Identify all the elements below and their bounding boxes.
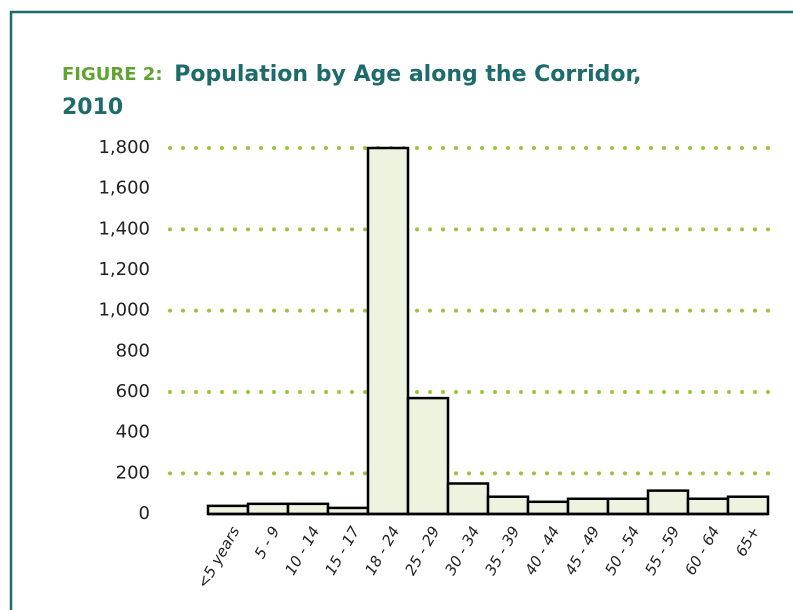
y-tick-label: 1,600 [98,178,150,199]
y-tick-label: 400 [116,422,150,443]
x-tick-label: 10 - 14 [281,523,323,578]
x-tick-label: <5 years [194,523,244,591]
x-tick-label: 25 - 29 [401,523,443,578]
bar [246,502,290,516]
bar [486,495,530,516]
y-tick-label: 1,800 [98,137,150,158]
bar [526,500,570,516]
bar [726,495,770,516]
frame [9,10,793,610]
chart-title: FIGURE 2: Population by Age along the Co… [62,62,642,87]
y-tick-label: 1,200 [98,259,150,280]
y-tick-label: 0 [139,503,150,524]
y-tick-label: 1,000 [98,300,150,321]
x-tick-label: 60 - 64 [681,523,723,578]
x-tick-label: 40 - 44 [521,523,563,578]
x-tick-label: 5 - 9 [251,523,284,561]
x-tick-label: 45 - 49 [561,523,603,578]
bar [286,502,330,516]
bar [686,497,730,516]
y-tick-label: 800 [116,340,150,361]
figure-label: FIGURE 2: [62,64,163,85]
x-tick-label: 35 - 39 [481,523,523,578]
title-text: Population by Age along the Corridor, [174,62,641,87]
bar [566,497,610,516]
bar [406,396,450,516]
y-tick-label: 1,400 [98,218,150,239]
y-tick-label: 200 [116,462,150,483]
x-tick-label: 55 - 59 [641,523,683,578]
y-tick-label: 600 [116,381,150,402]
x-tick-label: 30 - 34 [441,523,483,578]
x-tick-label: 18 - 24 [361,523,403,578]
bar [446,482,490,516]
bar [646,489,690,516]
chart-title: 2010 [62,95,123,120]
x-tick-label: 50 - 54 [601,523,643,578]
bar [606,497,650,516]
x-tick-label: 15 - 17 [321,523,363,578]
bar [366,146,410,516]
x-tick-label: 65+ [732,523,763,559]
